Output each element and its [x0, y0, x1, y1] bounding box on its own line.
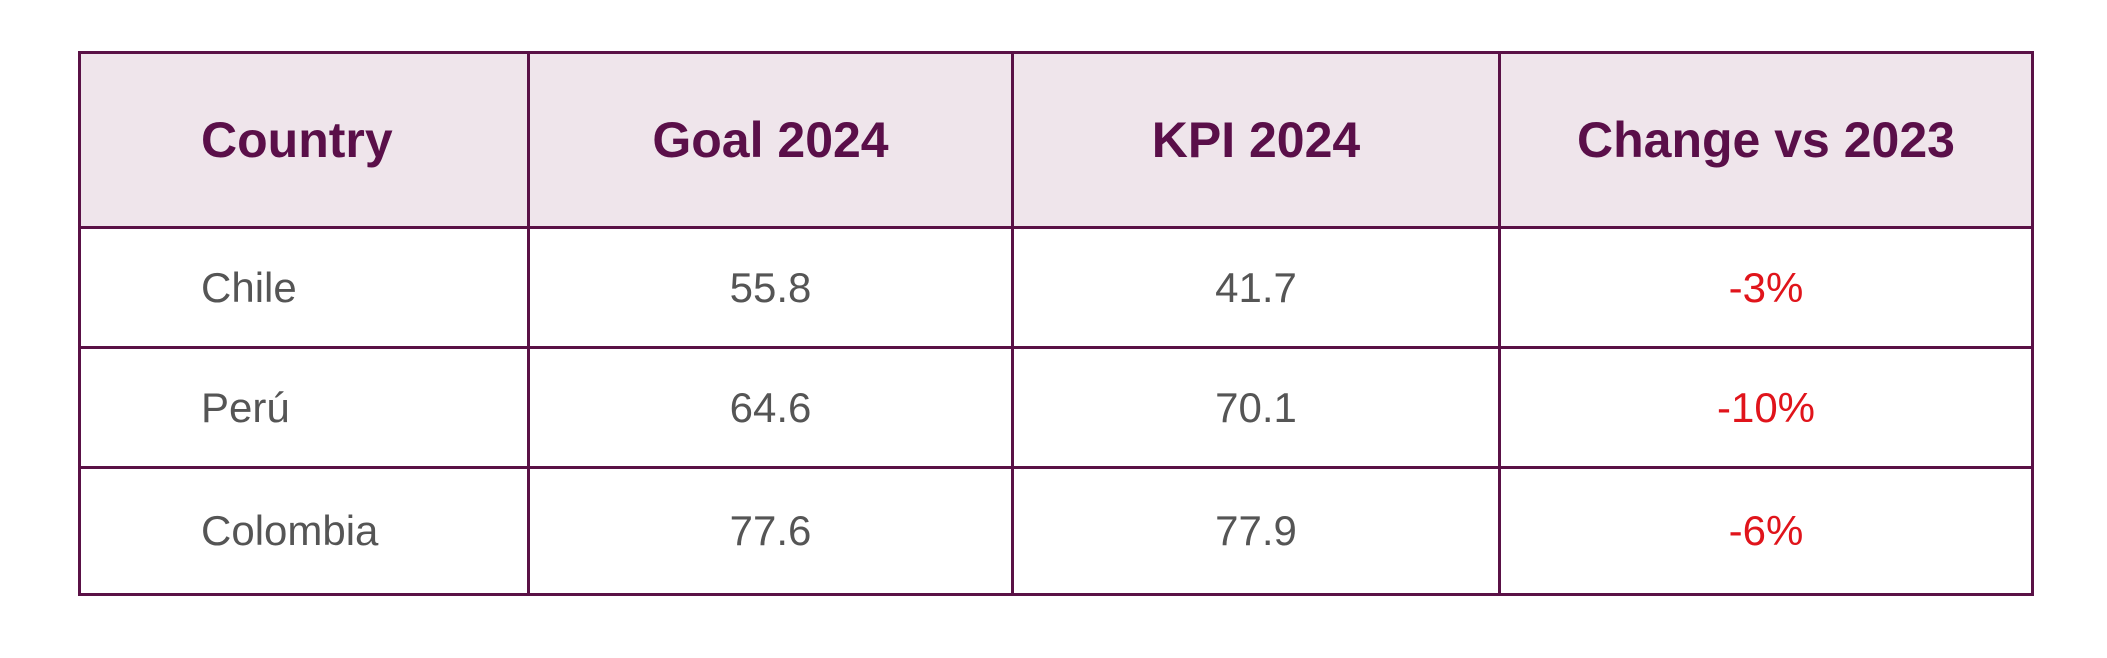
cell-country: Colombia [78, 466, 530, 596]
table-row: Perú 64.6 70.1 -10% [78, 346, 2034, 469]
cell-kpi-2024: 77.9 [1011, 466, 1501, 596]
header-kpi-2024: KPI 2024 [1011, 51, 1501, 229]
table-row: Colombia 77.6 77.9 -6% [78, 466, 2034, 596]
table-row: Chile 55.8 41.7 -3% [78, 226, 2034, 349]
header-country: Country [78, 51, 530, 229]
header-change-vs-2023: Change vs 2023 [1498, 51, 2034, 229]
cell-change-vs-2023: -3% [1498, 226, 2034, 349]
cell-country: Perú [78, 346, 530, 469]
header-goal-2024: Goal 2024 [527, 51, 1014, 229]
cell-country: Chile [78, 226, 530, 349]
cell-change-vs-2023: -10% [1498, 346, 2034, 469]
kpi-table: Country Goal 2024 KPI 2024 Change vs 202… [78, 51, 2034, 596]
cell-goal-2024: 64.6 [527, 346, 1014, 469]
cell-kpi-2024: 41.7 [1011, 226, 1501, 349]
cell-goal-2024: 55.8 [527, 226, 1014, 349]
header-row: Country Goal 2024 KPI 2024 Change vs 202… [78, 51, 2034, 229]
cell-goal-2024: 77.6 [527, 466, 1014, 596]
cell-change-vs-2023: -6% [1498, 466, 2034, 596]
cell-kpi-2024: 70.1 [1011, 346, 1501, 469]
table-body: Chile 55.8 41.7 -3% Perú 64.6 70.1 -10% … [78, 226, 2034, 596]
table-header: Country Goal 2024 KPI 2024 Change vs 202… [78, 51, 2034, 229]
